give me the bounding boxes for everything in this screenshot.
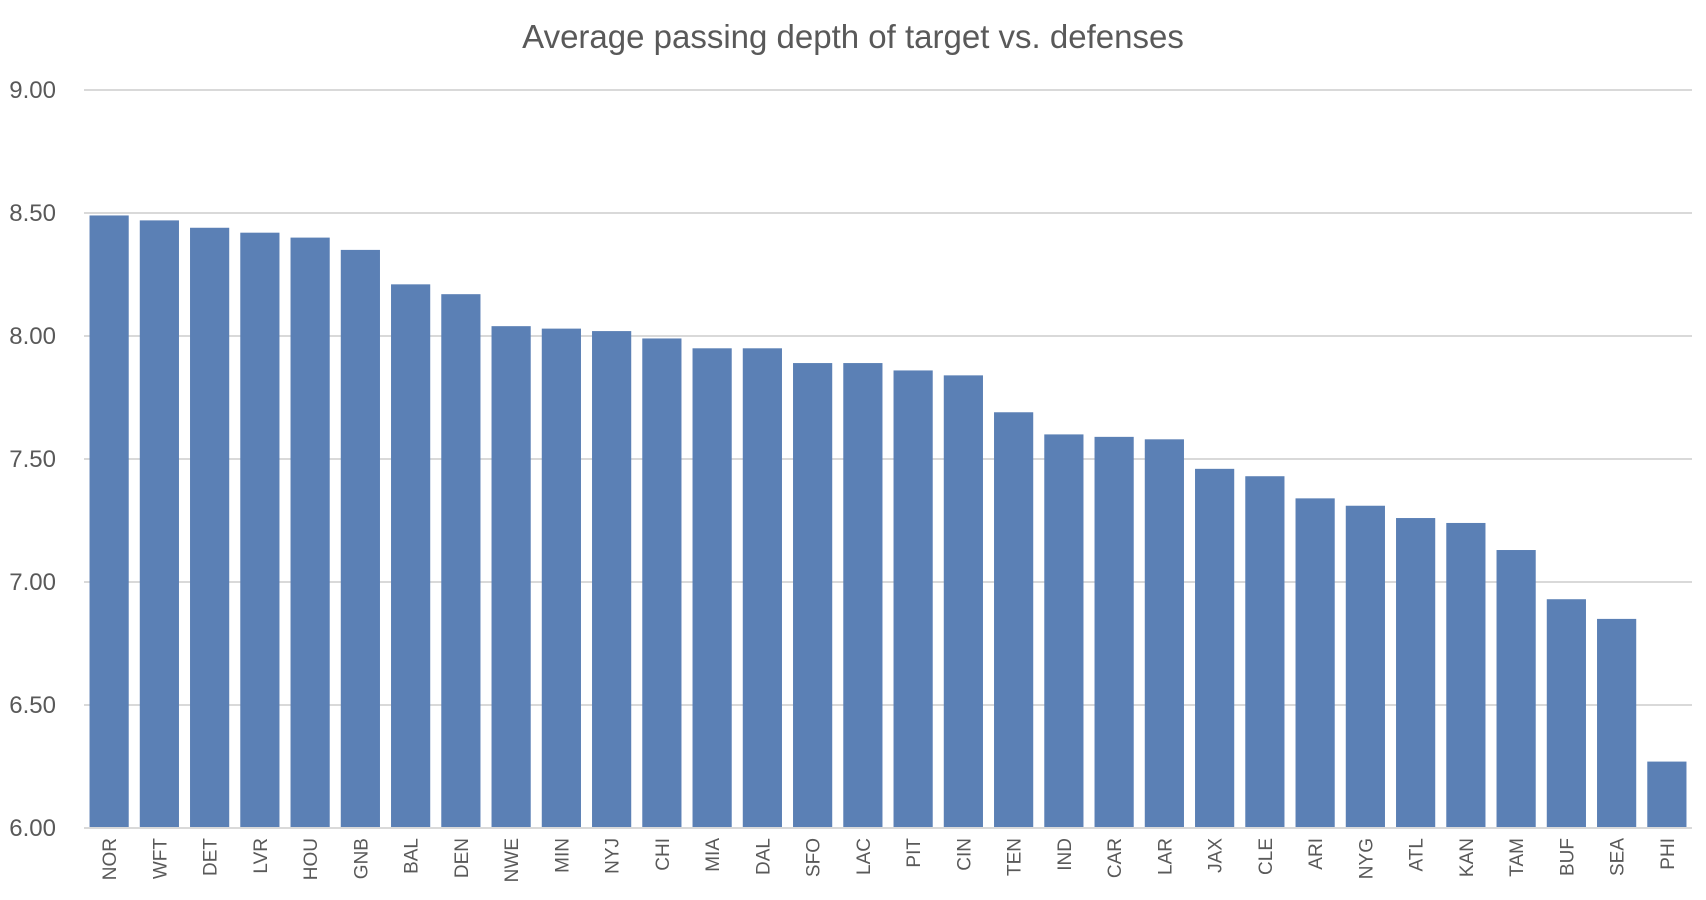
bar-kan [1446, 522, 1486, 828]
bar-min [541, 328, 581, 828]
x-tick-label: LAR [1155, 838, 1176, 875]
bars [89, 215, 1687, 829]
bar-ari [1295, 498, 1335, 828]
y-tick-label: 9.00 [9, 77, 56, 104]
x-tick-label: NYG [1356, 838, 1377, 879]
bar-den [441, 294, 481, 828]
x-tick-label: WFT [150, 838, 171, 880]
bar-wft [139, 220, 179, 828]
bar-lac [843, 363, 883, 828]
x-tick-label: KAN [1457, 838, 1478, 877]
y-tick-label: 6.50 [9, 692, 56, 719]
x-tick-label: LAC [854, 838, 875, 875]
x-tick-label: SEA [1608, 838, 1629, 876]
bar-jax [1195, 468, 1235, 828]
bar-sfo [793, 363, 833, 828]
y-tick-label: 7.00 [9, 569, 56, 596]
bar-gnb [340, 249, 380, 828]
x-tick-label: CIN [954, 838, 975, 871]
chart-title: Average passing depth of target vs. defe… [522, 18, 1184, 55]
x-axis-ticks: NOR WFT DET LVR HOU GNB BAL DEN NWE MIN NYJ CHI MIA D… [100, 838, 1679, 883]
bar-det [190, 227, 230, 828]
y-axis-ticks: 6.00 6.50 7.00 7.50 8.00 8.50 9.00 [9, 77, 56, 842]
bar-lvr [240, 232, 280, 828]
bar-tam [1496, 550, 1536, 828]
x-tick-label: DEN [452, 838, 473, 878]
x-tick-label: PHI [1658, 838, 1679, 870]
x-tick-label: JAX [1206, 838, 1227, 873]
x-tick-label: GNB [351, 838, 372, 879]
x-tick-label: DAL [753, 838, 774, 875]
x-tick-label: CAR [1105, 838, 1126, 878]
x-tick-label: NYJ [603, 838, 624, 874]
bar-nyj [592, 331, 632, 828]
bar-nyg [1345, 505, 1385, 828]
bar-buf [1546, 599, 1586, 828]
x-tick-label: ATL [1407, 838, 1428, 871]
x-tick-label: CLE [1256, 838, 1277, 875]
x-tick-label: BUF [1557, 838, 1578, 876]
bar-dal [742, 348, 782, 828]
x-tick-label: HOU [301, 838, 322, 880]
x-tick-label: CHI [653, 838, 674, 871]
bar-car [1094, 436, 1134, 828]
bar-atl [1396, 518, 1436, 828]
x-tick-label: ARI [1306, 838, 1327, 870]
bar-chi [642, 338, 682, 828]
bar-cle [1245, 476, 1285, 828]
bar-ind [1044, 434, 1084, 828]
bar-nwe [491, 326, 531, 828]
x-tick-label: TEN [1005, 838, 1026, 876]
x-tick-label: DET [201, 838, 222, 876]
bar-hou [290, 237, 330, 829]
bar-sea [1597, 618, 1637, 828]
x-tick-label: PIT [904, 838, 925, 868]
y-tick-label: 7.50 [9, 446, 56, 473]
bar-cin [943, 375, 983, 828]
x-tick-label: IND [1055, 838, 1076, 871]
x-tick-label: MIN [552, 838, 573, 873]
bar-lar [1144, 439, 1184, 828]
bar-nor [89, 215, 129, 828]
x-tick-label: BAL [402, 838, 423, 874]
bar-pit [893, 370, 933, 828]
x-tick-label: SFO [804, 838, 825, 877]
y-tick-label: 6.00 [9, 815, 56, 842]
x-tick-label: MIA [703, 838, 724, 872]
bar-ten [994, 412, 1034, 828]
x-tick-label: NWE [502, 838, 523, 882]
y-tick-label: 8.50 [9, 200, 56, 227]
x-tick-label: TAM [1507, 838, 1528, 877]
bar-bal [391, 284, 431, 829]
bar-mia [692, 348, 732, 828]
x-tick-label: LVR [251, 838, 272, 874]
x-tick-label: NOR [100, 838, 121, 880]
y-tick-label: 8.00 [9, 323, 56, 350]
bar-phi [1647, 761, 1687, 828]
